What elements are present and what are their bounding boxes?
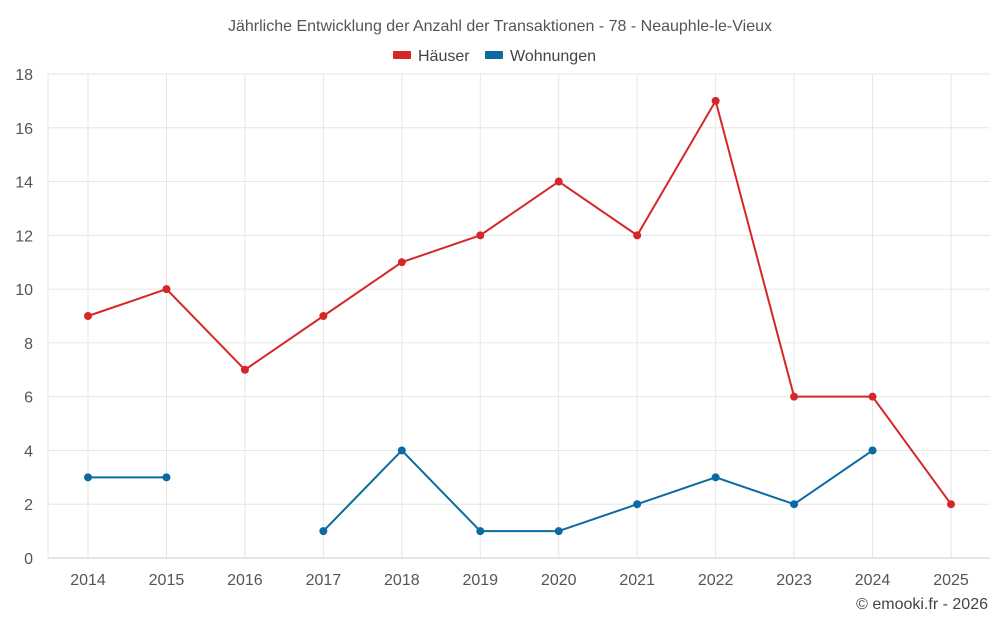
data-point-haeuser[interactable] — [947, 500, 955, 509]
y-tick-label: 14 — [15, 175, 33, 192]
y-tick-label: 0 — [24, 551, 33, 568]
data-point-haeuser[interactable] — [84, 312, 92, 320]
data-point-wohnungen[interactable] — [790, 500, 799, 509]
y-tick-label: 18 — [15, 67, 33, 84]
data-point-haeuser[interactable] — [711, 96, 720, 105]
x-tick-label: 2019 — [462, 572, 498, 589]
x-tick-label: 2020 — [541, 572, 577, 589]
chart-title: Jährliche Entwicklung der Anzahl der Tra… — [228, 18, 772, 35]
data-point-wohnungen[interactable] — [319, 527, 328, 536]
legend-label-wohnungen: Wohnungen — [510, 48, 596, 65]
data-point-haeuser[interactable] — [162, 285, 171, 294]
data-point-haeuser[interactable] — [397, 258, 406, 267]
y-tick-label: 10 — [15, 282, 33, 299]
series-line-haeuser — [87, 99, 952, 506]
y-tick-label: 6 — [24, 390, 33, 407]
legend: Häuser Wohnungen — [393, 48, 596, 65]
x-tick-label: 2016 — [227, 572, 263, 589]
data-point-haeuser[interactable] — [633, 231, 642, 240]
x-axis-ticks: 2014 2015 2016 2017 2018 2019 2020 2021 2022 2023… — [70, 572, 969, 589]
legend-swatch-haeuser — [393, 51, 411, 59]
y-tick-label: 8 — [24, 336, 33, 353]
y-tick-label: 4 — [24, 443, 33, 460]
x-tick-label: 2025 — [933, 572, 969, 589]
data-point-haeuser[interactable] — [319, 312, 328, 320]
x-tick-label: 2014 — [70, 572, 106, 589]
data-point-haeuser[interactable] — [790, 392, 799, 401]
x-grid — [47, 74, 952, 558]
y-grid — [48, 73, 990, 505]
x-tick-label: 2024 — [855, 572, 891, 589]
data-point-haeuser[interactable] — [476, 231, 485, 240]
data-point-haeuser[interactable] — [554, 177, 563, 186]
data-point-wohnungen[interactable] — [554, 527, 563, 536]
legend-item-wohnungen[interactable]: Wohnungen — [485, 48, 596, 65]
credit-text: © emooki.fr - 2026 — [856, 596, 988, 613]
series-wohnungen — [84, 446, 877, 536]
y-tick-label: 12 — [15, 228, 33, 245]
data-point-wohnungen[interactable] — [633, 500, 642, 509]
data-point-wohnungen[interactable] — [162, 473, 171, 482]
legend-item-haeuser[interactable]: Häuser — [393, 48, 470, 65]
series-line-wohnungen — [322, 449, 874, 533]
data-point-wohnungen[interactable] — [476, 527, 485, 536]
x-tick-label: 2022 — [698, 572, 734, 589]
data-point-haeuser[interactable] — [868, 392, 877, 401]
y-axis-ticks: 0 2 4 6 8 10 12 14 16 18 — [15, 67, 33, 568]
y-tick-label: 2 — [24, 497, 33, 514]
data-point-wohnungen[interactable] — [711, 473, 720, 482]
series-layer — [84, 96, 955, 536]
data-point-haeuser[interactable] — [240, 365, 249, 374]
data-point-wohnungen[interactable] — [868, 446, 877, 455]
data-point-wohnungen[interactable] — [84, 473, 92, 482]
legend-swatch-wohnungen — [485, 51, 503, 59]
x-tick-label: 2021 — [619, 572, 655, 589]
x-tick-label: 2017 — [306, 572, 342, 589]
legend-label-haeuser: Häuser — [418, 48, 470, 65]
data-point-wohnungen[interactable] — [397, 446, 406, 455]
y-tick-label: 16 — [15, 121, 33, 138]
x-tick-label: 2023 — [776, 572, 812, 589]
series-haeuser — [84, 96, 955, 509]
x-tick-label: 2018 — [384, 572, 420, 589]
x-tick-label: 2015 — [149, 572, 185, 589]
